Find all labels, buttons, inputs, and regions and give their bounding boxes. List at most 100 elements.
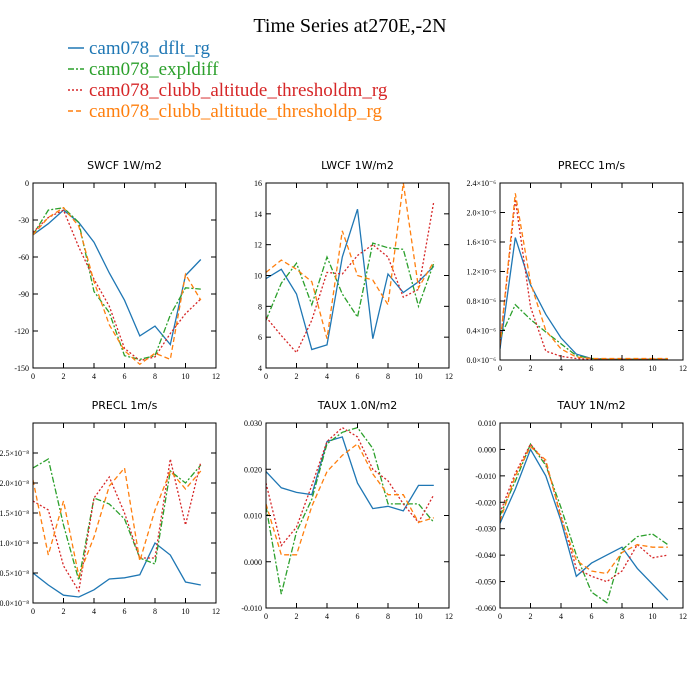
x-tick-label-swcf: 10 [182,372,190,381]
series-line-precc-0 [500,237,668,360]
legend-label-expldiff: cam078_expldiff [89,59,219,80]
panel-title-tauy: TAUY 1N/m2 [556,399,625,412]
legend-entry-dflt: cam078_dflt_rg [68,38,211,59]
series-line-taux-3 [266,442,434,556]
y-tick-label-precl: 2.0×10⁻⁸ [0,479,29,488]
y-tick-label-swcf: -150 [14,364,29,373]
legend-label-thresholdm: cam078_clubb_altitude_thresholdm_rg [89,80,388,101]
x-tick-label-precc: 8 [620,364,624,373]
x-tick-label-lwcf: 8 [386,372,390,381]
y-tick-label-swcf: -120 [14,327,29,336]
x-tick-label-lwcf: 2 [295,372,299,381]
x-tick-label-taux: 4 [325,612,329,621]
x-tick-label-tauy: 0 [498,612,502,621]
x-tick-label-swcf: 12 [212,372,220,381]
series-line-taux-2 [266,426,435,548]
series-line-taux-0 [266,436,434,512]
x-tick-label-taux: 2 [295,612,299,621]
x-tick-label-precl: 4 [92,607,96,616]
y-tick-label-taux: 0.010 [244,512,262,521]
x-tick-label-precl: 0 [31,607,35,616]
plot-frame-taux [265,422,450,609]
x-tick-label-precl: 2 [62,607,66,616]
x-tick-label-precc: 12 [679,364,687,373]
series-line-swcf-3 [33,206,202,366]
series-line-tauy-0 [500,447,669,601]
panel-swcf: SWCF 1W/m2 0 2 4 6 8 10 12 -150 -120 -90 -60 -30 0 [14,159,220,381]
x-tick-label-taux: 8 [386,612,390,621]
series-line-lwcf-3 [266,183,435,339]
y-tick-label-tauy: 0.010 [478,419,496,428]
x-tick-label-lwcf: 6 [356,372,360,381]
series-line-lwcf-0 [266,209,435,351]
y-tick-label-tauy: -0.020 [475,498,496,507]
x-tick-label-swcf: 8 [153,372,157,381]
x-tick-label-precc: 6 [590,364,594,373]
x-tick-label-lwcf: 0 [264,372,268,381]
x-tick-label-tauy: 12 [679,612,687,621]
panel-title-precc: PRECC 1m/s [558,159,626,172]
series-line-precc-1 [500,303,668,360]
y-tick-label-precc: 0.0×10⁻⁶ [466,356,496,365]
series-line-lwcf-2 [266,201,435,354]
x-tick-label-precl: 8 [153,607,157,616]
series-line-swcf-1 [33,207,201,361]
x-tick-label-taux: 12 [445,612,453,621]
y-tick-label-taux: 0.000 [244,558,262,567]
legend-entry-expldiff: cam078_expldiff [68,59,219,80]
y-tick-label-lwcf: 6 [258,333,262,342]
x-tick-label-tauy: 6 [590,612,594,621]
plot-frame-swcf [32,182,217,369]
panel-title-swcf: SWCF 1W/m2 [87,159,162,172]
y-tick-label-lwcf: 16 [254,179,262,188]
y-tick-label-taux: 0.020 [244,465,262,474]
x-tick-label-swcf: 2 [62,372,66,381]
x-tick-label-precl: 10 [182,607,190,616]
series-line-precl-2 [33,458,202,593]
panel-tauy: TAUY 1N/m2 0 2 4 6 8 10 12 -0.060 -0.050 -0.040 -0.… [475,399,687,621]
series-line-tauy-2 [500,442,668,583]
y-tick-label-precc: 0.4×10⁻⁶ [466,327,496,336]
y-tick-label-precc: 1.2×10⁻⁶ [466,268,496,277]
series-line-precl-1 [33,457,202,581]
series-line-lwcf-1 [266,242,435,321]
series-line-tauy-3 [500,445,668,575]
y-tick-label-taux: -0.010 [241,604,262,613]
x-tick-label-taux: 0 [264,612,268,621]
y-tick-label-swcf: -60 [18,253,29,262]
y-tick-label-precc: 1.6×10⁻⁶ [466,238,496,247]
x-tick-label-precc: 4 [559,364,563,373]
y-tick-label-precl: 1.5×10⁻⁸ [0,509,29,518]
x-tick-label-lwcf: 12 [445,372,453,381]
y-tick-label-precc: 2.4×10⁻⁶ [466,179,496,188]
y-tick-label-tauy: -0.040 [475,551,496,560]
legend-entry-thresholdp: cam078_clubb_altitude_thresholdp_rg [68,101,383,122]
y-tick-label-precc: 2.0×10⁻⁶ [466,209,496,218]
y-tick-label-precc: 0.8×10⁻⁶ [466,297,496,306]
panel-taux: TAUX 1.0N/m2 0 2 4 6 8 10 12 -0.010 0.000 0.010 0.0… [241,399,453,621]
y-tick-label-precl: 0.5×10⁻⁸ [0,569,29,578]
x-tick-label-taux: 10 [415,612,423,621]
x-tick-label-swcf: 4 [92,372,96,381]
y-tick-label-lwcf: 4 [258,364,262,373]
x-tick-label-tauy: 8 [620,612,624,621]
x-tick-label-precl: 6 [123,607,127,616]
panel-lwcf: LWCF 1W/m2 0 2 4 6 8 10 12 4 6 8 10 12 14 16 [254,159,453,381]
panel-precl: PRECL 1m/s 0 2 4 6 8 10 12 0.0×10⁻⁸ 0.5×10⁻⁸ 1.0×1… [0,399,220,616]
panel-title-precl: PRECL 1m/s [92,399,158,412]
y-tick-label-tauy: 0.000 [478,445,496,454]
y-tick-label-swcf: 0 [25,179,29,188]
y-tick-label-swcf: -90 [18,290,29,299]
y-tick-label-lwcf: 10 [254,272,262,281]
series-line-precl-3 [33,466,202,579]
x-tick-label-tauy: 2 [529,612,533,621]
x-tick-label-tauy: 4 [559,612,563,621]
x-tick-label-precl: 12 [212,607,220,616]
legend-label-dflt: cam078_dflt_rg [89,38,211,59]
panels: SWCF 1W/m20 2 4 6 8 10 12-150-120-90-60-300LWC… [0,159,687,621]
y-tick-label-lwcf: 14 [254,210,262,219]
y-tick-label-lwcf: 12 [254,241,262,250]
x-tick-label-precc: 10 [649,364,657,373]
y-tick-label-precl: 0.0×10⁻⁸ [0,599,29,608]
